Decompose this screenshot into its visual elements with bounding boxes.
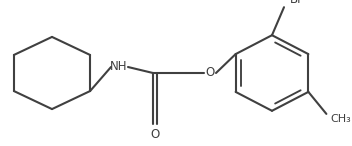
Text: Br: Br [289,0,303,6]
Text: CH₃: CH₃ [330,114,351,124]
Text: NH: NH [110,60,128,73]
Text: O: O [150,127,159,140]
Text: O: O [205,66,215,79]
